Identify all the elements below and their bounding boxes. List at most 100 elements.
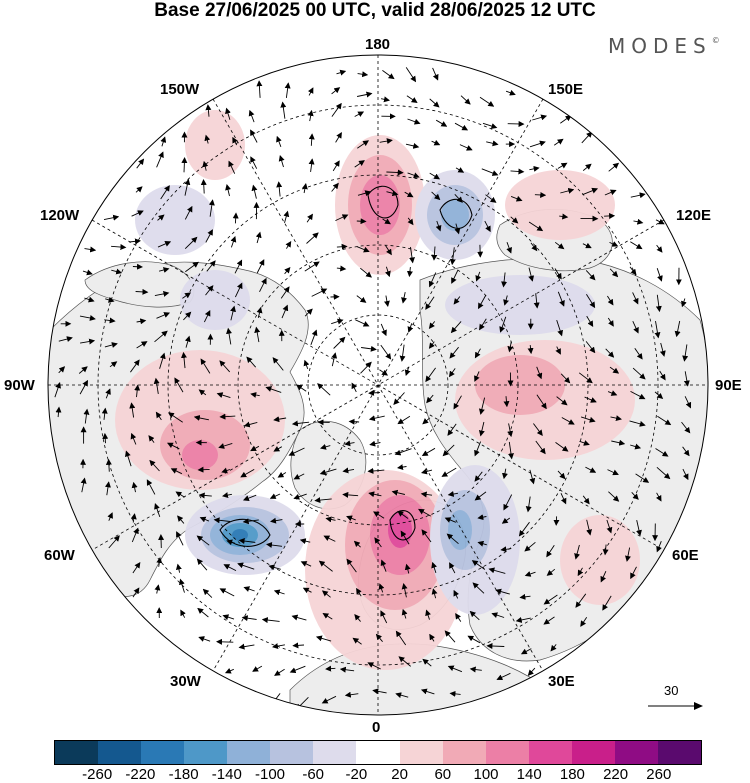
wind-vector — [630, 566, 637, 580]
wind-vector — [250, 129, 258, 143]
wind-vector — [197, 466, 210, 473]
wind-vector — [656, 244, 663, 253]
wind-vector — [200, 358, 211, 374]
wind-vector — [579, 440, 590, 446]
wind-vector — [474, 471, 483, 482]
wind-vector — [156, 312, 171, 319]
wind-vector — [607, 469, 619, 476]
wind-vector — [397, 510, 409, 519]
wind-vector — [175, 491, 185, 498]
lon-label-150e: 150E — [548, 81, 584, 98]
wind-vector — [524, 541, 536, 552]
wind-vector — [426, 394, 434, 404]
wind-vector — [407, 172, 420, 179]
wind-vector — [407, 217, 414, 226]
wind-vector — [104, 342, 118, 348]
wind-vector — [369, 440, 381, 447]
wind-vector — [183, 311, 192, 321]
wind-vector — [454, 223, 461, 235]
wind-vector — [105, 481, 111, 496]
wind-vector — [184, 335, 191, 348]
wind-vector — [280, 286, 290, 299]
colorbar-swatch — [98, 741, 142, 764]
wind-vector — [154, 330, 168, 343]
wind-vector — [391, 489, 406, 496]
wind-vector — [394, 448, 412, 456]
wind-vector — [478, 421, 485, 437]
wind-vector — [357, 190, 372, 197]
wind-vector — [222, 492, 232, 499]
wind-vector — [533, 423, 543, 436]
wind-vector — [303, 359, 310, 370]
wind-vector — [536, 366, 543, 380]
wind-vector — [146, 479, 156, 495]
wind-vector — [132, 587, 140, 598]
wind-vector — [318, 560, 333, 572]
wind-vector — [610, 415, 622, 422]
wind-vector — [584, 396, 597, 403]
wind-vector — [167, 412, 183, 423]
wind-vector — [124, 450, 132, 467]
wind-vector — [503, 295, 509, 306]
wind-vector — [682, 446, 690, 457]
wind-vector — [382, 70, 395, 80]
wind-vector — [254, 326, 261, 343]
wind-vector — [448, 368, 456, 378]
wind-vector — [418, 508, 432, 517]
wind-vector — [420, 688, 435, 695]
wind-vector — [355, 319, 370, 327]
wind-vector — [101, 407, 108, 420]
wind-vector — [373, 511, 385, 519]
lon-label-0: 0 — [372, 719, 381, 736]
colorbar-swatch — [141, 741, 185, 764]
wind-vector — [604, 212, 616, 219]
wind-vector — [503, 494, 513, 511]
wind-vector — [291, 614, 307, 621]
wind-vector — [432, 67, 439, 81]
wind-vector — [196, 558, 208, 571]
wind-vector — [111, 268, 123, 275]
wind-vector — [218, 442, 233, 449]
wind-vector — [582, 163, 592, 171]
wind-vector — [335, 132, 342, 143]
wind-vector — [478, 294, 487, 310]
wind-vector — [256, 80, 263, 98]
wind-vector — [131, 481, 138, 493]
wind-vector — [198, 492, 212, 499]
wind-vector — [302, 587, 312, 594]
wind-vector — [607, 317, 614, 327]
wind-vector — [609, 366, 620, 374]
wind-vector — [447, 665, 463, 673]
wind-vector — [657, 415, 672, 426]
wind-vector — [306, 213, 313, 223]
wind-vector — [78, 366, 88, 374]
colorbar-labels: -260 -220 -180 -140 -100 -60 -20 20 60 100 140 180 2… — [0, 766, 750, 783]
colorbar-tick-label: -100 — [254, 766, 286, 783]
wind-vector — [381, 96, 390, 103]
wind-vector — [216, 638, 234, 645]
wind-vector — [404, 366, 411, 376]
wind-vector — [575, 593, 587, 608]
wind-vector — [429, 172, 441, 180]
wind-vector — [659, 342, 666, 357]
wind-vector — [221, 467, 231, 474]
lon-label-180: 180 — [365, 36, 391, 53]
wind-vector — [431, 191, 441, 201]
wind-vector — [336, 243, 348, 250]
wind-vector — [407, 118, 421, 125]
wind-vector — [83, 408, 90, 424]
wind-vector — [604, 189, 617, 196]
polar-map — [47, 54, 709, 716]
wind-vector — [524, 571, 536, 577]
wind-vector — [360, 361, 372, 374]
wind-vector — [578, 372, 593, 384]
wind-vector — [180, 609, 186, 618]
lon-label-120w: 120W — [40, 207, 80, 224]
wind-vector — [225, 184, 231, 197]
wind-vector — [82, 269, 93, 276]
wind-vector — [237, 562, 255, 570]
wind-vector — [510, 195, 523, 202]
wind-vector — [397, 464, 407, 471]
wind-vector — [361, 345, 377, 352]
wind-vector — [486, 643, 505, 650]
